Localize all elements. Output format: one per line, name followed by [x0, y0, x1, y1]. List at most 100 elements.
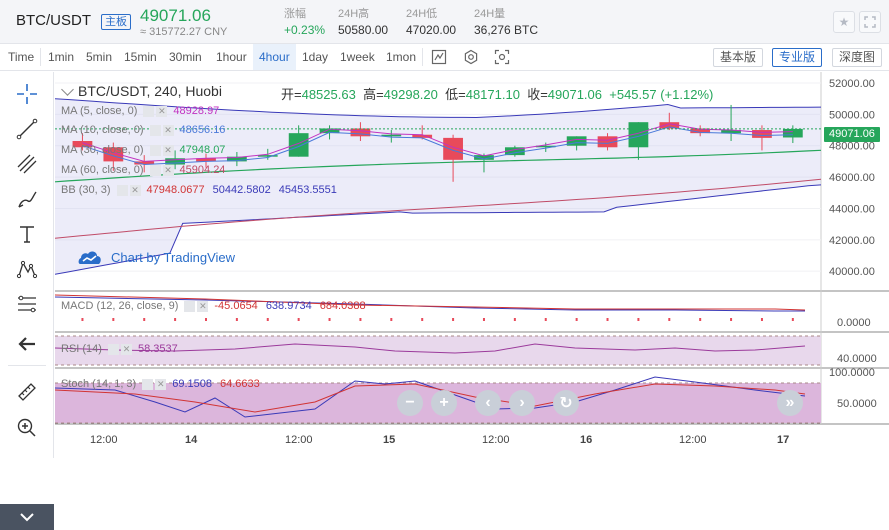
collapse-toolbar-button[interactable]: [0, 504, 54, 530]
cny-price: ≈ 315772.27 CNY: [140, 26, 228, 38]
chart-area[interactable]: 40000.00 42000.00 44000.00 46000.00 48000.00…: [54, 72, 889, 458]
parallel-channel-icon[interactable]: [12, 150, 42, 178]
ma30-line: [54, 149, 822, 183]
brush-icon[interactable]: [12, 185, 42, 213]
timeframe-4hour[interactable]: 4hour: [253, 44, 296, 70]
screenshot-icon[interactable]: [493, 48, 511, 66]
legend-ma10[interactable]: MA (10, close, 0) ✕ 48656.16: [61, 124, 233, 136]
price-chart[interactable]: 40000.00 42000.00 44000.00 46000.00 48000.00…: [54, 72, 889, 458]
indicator-value: 638.9734: [265, 300, 312, 312]
fib-retracement-icon[interactable]: [12, 290, 42, 318]
visibility-icon[interactable]: [116, 184, 128, 196]
pair-name[interactable]: BTC/USDT: [16, 12, 91, 29]
candle-body: [566, 136, 587, 146]
star-icon[interactable]: ★: [833, 11, 855, 33]
timeframe-time[interactable]: Time: [8, 50, 35, 64]
view-pro-button[interactable]: 专业版: [772, 48, 823, 67]
fullscreen-icon[interactable]: [859, 11, 881, 33]
view-depth-button[interactable]: 深度图: [832, 48, 883, 67]
legend-bb[interactable]: BB (30, 3) ✕ 47948.0677 50442.5802 45453…: [61, 184, 345, 196]
remove-icon[interactable]: ✕: [162, 144, 174, 156]
zoom-in-button[interactable]: +: [431, 390, 457, 416]
indicator-value: 64.6633: [219, 378, 260, 390]
chart-title-text: BTC/USDT, 240, Huobi: [78, 83, 222, 99]
remove-icon[interactable]: ✕: [129, 184, 141, 196]
timeframe-1min[interactable]: 1min: [48, 50, 75, 64]
stat-volume: 24H量 36,276 BTC: [474, 7, 538, 39]
visibility-icon[interactable]: [184, 300, 196, 312]
candle-body: [319, 128, 340, 134]
visibility-icon[interactable]: [149, 124, 161, 136]
stoch-axis-label: 50.0000: [837, 398, 877, 410]
legend-rsi[interactable]: RSI (14) ✕ 58.3537: [61, 343, 186, 355]
scroll-to-latest-button[interactable]: »: [777, 390, 803, 416]
indicator-name: MACD (12, 26, close, 9): [61, 300, 179, 312]
legend-ma5[interactable]: MA (5, close, 0) ✕ 48928.97: [61, 105, 227, 117]
timeframe-1mon[interactable]: 1mon: [386, 50, 417, 64]
back-arrow-icon[interactable]: [12, 330, 42, 358]
visibility-icon[interactable]: [149, 164, 161, 176]
chart-toolbar: Time 1min 5min 15min 30min 1hour 4hour 1…: [0, 44, 889, 71]
indicator-value: 47948.07: [179, 144, 226, 156]
legend-ma30[interactable]: MA (30, close, 0) ✕ 47948.07: [61, 144, 233, 156]
visibility-icon[interactable]: [142, 378, 154, 390]
price-axis-label: 40000.00: [829, 266, 875, 278]
stat-label: 24H量: [474, 8, 506, 20]
zoom-out-button[interactable]: −: [397, 390, 423, 416]
stat-label: 24H低: [406, 8, 438, 20]
view-basic-button[interactable]: 基本版: [713, 48, 764, 67]
price-axis-label: 42000.00: [829, 235, 875, 247]
indicator-name: MA (10, close, 0): [61, 124, 144, 136]
pattern-icon[interactable]: [12, 255, 42, 283]
indicator-value: 69.1508: [172, 378, 212, 390]
stoch-k-line: [54, 376, 806, 418]
stat-low: 24H低 47020.00: [406, 7, 456, 39]
collapse-legend-icon[interactable]: [61, 83, 74, 96]
scroll-left-button[interactable]: ‹: [475, 390, 501, 416]
time-axis-label: 17: [777, 434, 789, 446]
timeframe-30min[interactable]: 30min: [169, 50, 202, 64]
crosshair-icon[interactable]: [12, 80, 42, 108]
scroll-right-button[interactable]: ›: [509, 390, 535, 416]
remove-icon[interactable]: ✕: [120, 343, 132, 355]
remove-icon[interactable]: ✕: [162, 124, 174, 136]
legend-ma60[interactable]: MA (60, close, 0) ✕ 45904.24: [61, 164, 233, 176]
timeframe-1day[interactable]: 1day: [302, 50, 329, 64]
tradingview-branding[interactable]: Chart by TradingView: [77, 248, 235, 266]
candle-body: [721, 130, 741, 134]
candle-body: [504, 147, 525, 156]
text-tool-icon[interactable]: [12, 220, 42, 248]
indicator-value: -45.0654: [214, 300, 258, 312]
visibility-icon[interactable]: [143, 105, 155, 117]
remove-icon[interactable]: ✕: [155, 378, 167, 390]
last-price: 49071.06: [140, 6, 211, 25]
timeframe-1week[interactable]: 1week: [340, 50, 375, 64]
ruler-icon[interactable]: [12, 378, 42, 406]
trend-line-icon[interactable]: [12, 115, 42, 143]
reset-chart-button[interactable]: ↻: [553, 390, 579, 416]
toolbar-divider: [40, 48, 41, 66]
ma60-line: [54, 178, 822, 239]
timeframe-1hour[interactable]: 1hour: [216, 50, 247, 64]
last-price-label: 49071.06: [824, 127, 880, 142]
indicator-icon[interactable]: [430, 48, 448, 66]
time-axis-label: 12:00: [285, 434, 313, 446]
indicator-name: MA (5, close, 0): [61, 105, 138, 117]
remove-icon[interactable]: ✕: [162, 164, 174, 176]
rsi-axis-label: 40.0000: [837, 353, 877, 365]
timeframe-5min[interactable]: 5min: [86, 50, 113, 64]
legend-macd[interactable]: MACD (12, 26, close, 9) ✕ -45.0654 638.9…: [61, 300, 374, 312]
candle-body: [782, 128, 803, 138]
visibility-icon[interactable]: [107, 343, 119, 355]
settings-icon[interactable]: [462, 48, 480, 66]
stoch-axis-label: 100.0000: [829, 367, 875, 379]
visibility-icon[interactable]: [149, 144, 161, 156]
timeframe-15min[interactable]: 15min: [124, 50, 157, 64]
remove-icon[interactable]: ✕: [156, 105, 168, 117]
price-axis-label: 48000.00: [829, 141, 875, 153]
remove-icon[interactable]: ✕: [197, 300, 209, 312]
price-axis-label: 46000.00: [829, 172, 875, 184]
zoom-in-icon[interactable]: [12, 414, 42, 442]
legend-stoch[interactable]: Stoch (14, 1, 3) ✕ 69.1508 64.6633: [61, 378, 268, 390]
ma10-line: [82, 126, 793, 166]
